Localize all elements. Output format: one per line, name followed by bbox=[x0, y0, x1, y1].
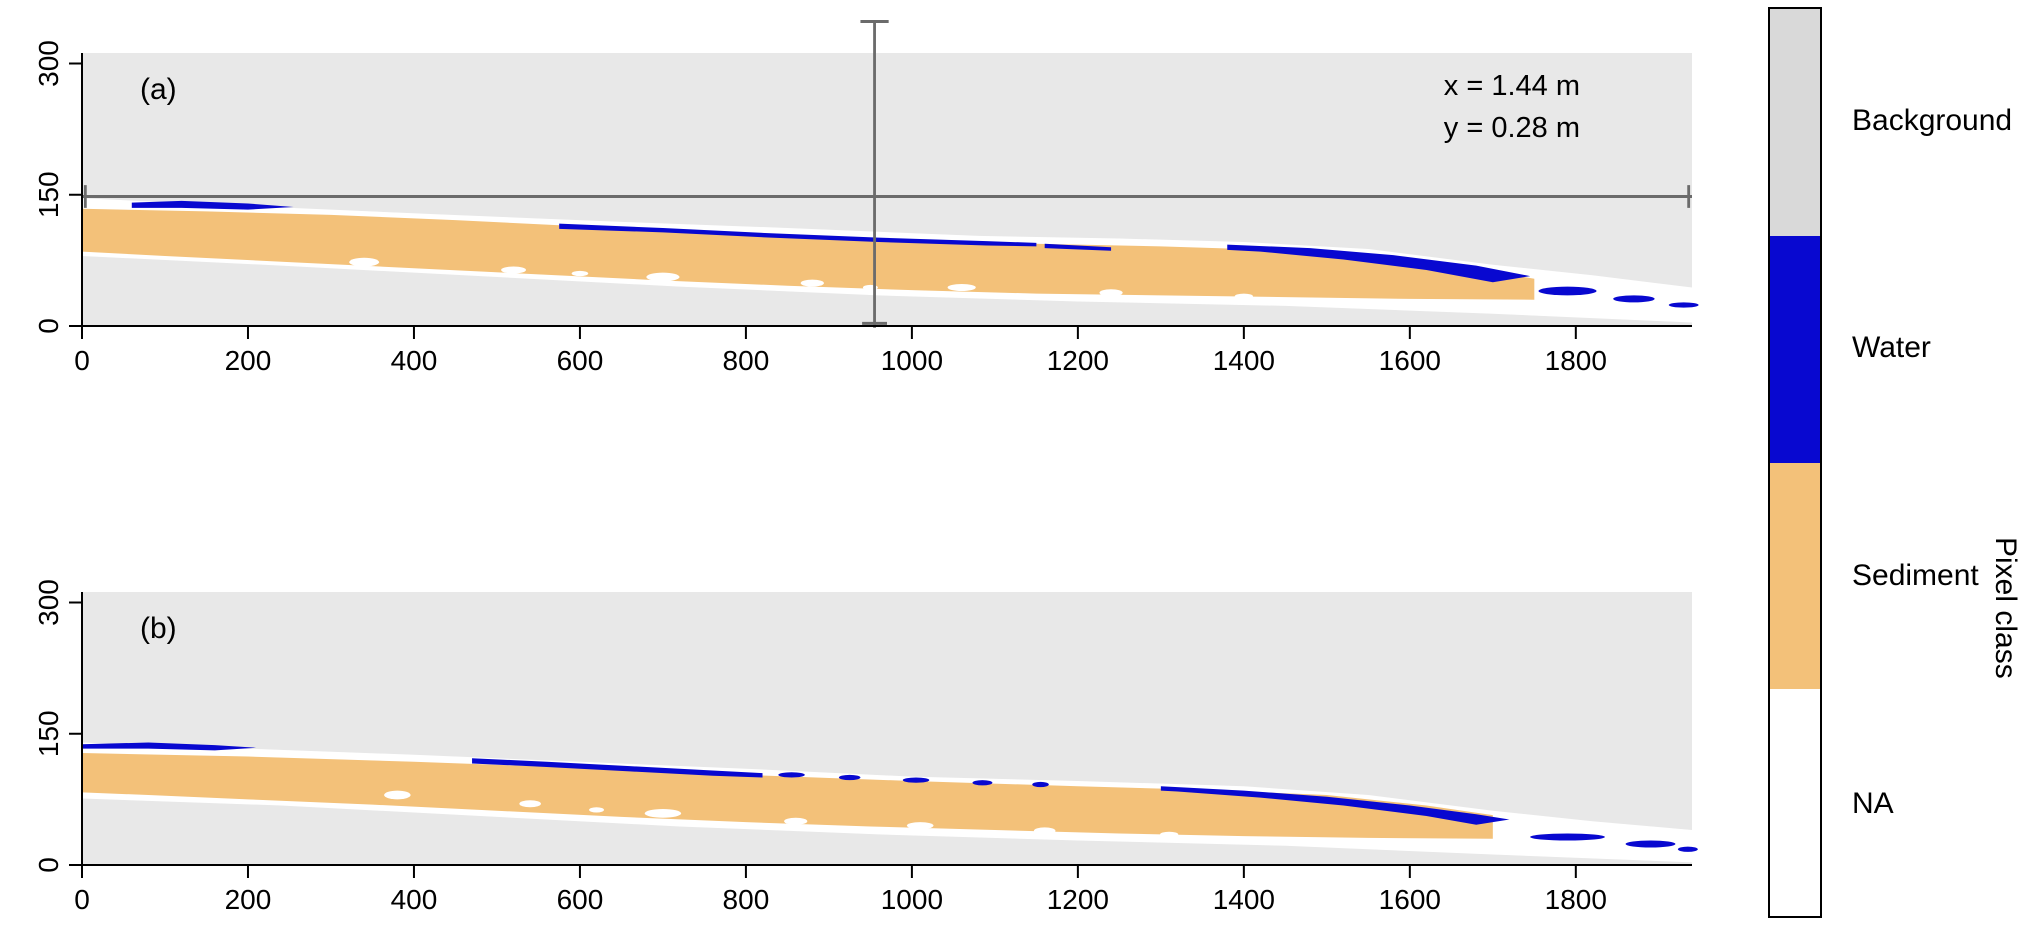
x-tick-label: 1800 bbox=[1545, 345, 1607, 376]
na-patch bbox=[384, 790, 411, 800]
na-patch bbox=[784, 817, 808, 825]
na-patch bbox=[644, 809, 682, 818]
legend-label-water: Water bbox=[1852, 331, 1931, 364]
x-tick-label: 1400 bbox=[1213, 884, 1275, 915]
na-patch bbox=[349, 257, 380, 267]
water-region bbox=[131, 200, 294, 210]
na-patch bbox=[947, 284, 976, 291]
water-patch bbox=[838, 774, 861, 781]
y-tick-label: 0 bbox=[33, 857, 64, 873]
x-tick-label: 800 bbox=[723, 345, 770, 376]
water-region bbox=[1160, 786, 1510, 825]
panel-b-raster[interactable] bbox=[82, 592, 1698, 865]
x-tick-label: 400 bbox=[391, 345, 438, 376]
water-patch bbox=[1032, 781, 1049, 788]
sediment-region bbox=[82, 753, 1493, 839]
na-patch bbox=[1033, 827, 1056, 835]
x-tick-label: 1400 bbox=[1213, 345, 1275, 376]
water-patch bbox=[972, 780, 993, 786]
na-patch bbox=[519, 800, 541, 808]
water-region bbox=[559, 223, 1037, 247]
x-tick-label: 600 bbox=[557, 884, 604, 915]
x-tick-label: 1200 bbox=[1047, 884, 1109, 915]
y-tick-label: 0 bbox=[33, 318, 64, 334]
x-tick-label: 800 bbox=[723, 884, 770, 915]
na-patch bbox=[1160, 831, 1179, 837]
na-patch bbox=[906, 822, 934, 830]
x-tick-label: 600 bbox=[557, 345, 604, 376]
legend-title: Pixel class bbox=[1989, 537, 2022, 679]
na-patch bbox=[589, 807, 605, 813]
panel-b-label: (b) bbox=[140, 612, 177, 645]
water-patch bbox=[902, 777, 930, 783]
y-tick-label: 300 bbox=[33, 579, 64, 626]
legend-label-sediment: Sediment bbox=[1852, 559, 1979, 592]
y-tick-label: 150 bbox=[33, 710, 64, 757]
y-tick-label: 300 bbox=[33, 40, 64, 87]
legend-label-background: Background bbox=[1852, 104, 2013, 137]
crosshair-x-value: x = 1.44 m bbox=[1443, 70, 1580, 102]
x-tick-label: 1200 bbox=[1047, 345, 1109, 376]
x-tick-label: 200 bbox=[225, 345, 272, 376]
water-region bbox=[82, 742, 257, 751]
panel-a: (a) x = 1.44 m y = 0.28 m bbox=[82, 20, 1699, 328]
crosshair-y-value: y = 0.28 m bbox=[1443, 112, 1580, 144]
legend-swatch-water bbox=[1770, 235, 1820, 463]
legend-colorbar bbox=[1768, 7, 1822, 918]
x-tick-label: 200 bbox=[225, 884, 272, 915]
x-tick-label: 1600 bbox=[1379, 884, 1441, 915]
water-region bbox=[472, 758, 763, 778]
water-region bbox=[1227, 244, 1531, 283]
na-patch bbox=[800, 279, 824, 287]
crosshair-readout: x = 1.44 m y = 0.28 m bbox=[1444, 65, 1580, 149]
x-tick-label: 1600 bbox=[1379, 345, 1441, 376]
y-tick-label: 150 bbox=[33, 171, 64, 218]
na-patch bbox=[501, 266, 526, 274]
x-tick-label: 1000 bbox=[881, 884, 943, 915]
water-patch bbox=[1668, 302, 1699, 308]
panel-a-raster[interactable] bbox=[82, 20, 1699, 328]
na-patch bbox=[1234, 293, 1253, 299]
x-tick-label: 0 bbox=[74, 345, 90, 376]
water-patch bbox=[1677, 846, 1698, 852]
legend-swatch-background bbox=[1770, 9, 1820, 236]
x-tick-label: 400 bbox=[391, 884, 438, 915]
water-patch bbox=[1530, 833, 1605, 841]
water-patch bbox=[1625, 840, 1676, 848]
panel-b: (b) bbox=[82, 592, 1698, 865]
water-patch bbox=[1613, 295, 1655, 303]
panel-a-label: (a) bbox=[140, 73, 177, 106]
na-patch bbox=[646, 272, 680, 282]
x-tick-label: 1800 bbox=[1545, 884, 1607, 915]
water-patch bbox=[1538, 286, 1597, 296]
sediment-region bbox=[82, 208, 1535, 300]
x-tick-label: 1000 bbox=[881, 345, 943, 376]
x-tick-label: 0 bbox=[74, 884, 90, 915]
legend-label-na: NA bbox=[1852, 787, 1894, 820]
legend-swatch-sediment bbox=[1770, 462, 1820, 690]
na-patch bbox=[571, 270, 589, 277]
water-region bbox=[1044, 243, 1112, 251]
na-patch bbox=[1099, 289, 1123, 297]
legend-swatch-na bbox=[1770, 689, 1820, 916]
water-patch bbox=[778, 772, 805, 778]
